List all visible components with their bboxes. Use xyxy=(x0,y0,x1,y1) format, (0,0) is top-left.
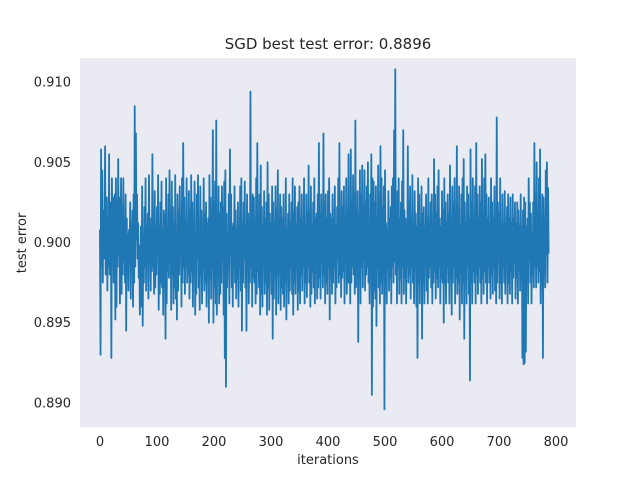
series-line xyxy=(99,68,550,411)
y-axis-label: test error xyxy=(15,212,30,273)
x-tick-label: 400 xyxy=(316,435,341,450)
y-tick-label: 0.905 xyxy=(34,156,71,171)
y-tick-label: 0.910 xyxy=(34,76,71,91)
x-tick-label: 600 xyxy=(430,435,455,450)
x-axis-label: iterations xyxy=(297,453,359,468)
series-layer xyxy=(99,68,550,411)
x-tick-label: 500 xyxy=(373,435,398,450)
x-tick-label: 300 xyxy=(259,435,284,450)
chart-title: SGD best test error: 0.8896 xyxy=(225,35,432,53)
x-tick-label: 0 xyxy=(96,435,104,450)
y-tick-label: 0.890 xyxy=(34,396,71,411)
y-tick-label: 0.900 xyxy=(34,236,71,251)
x-axis-ticks: 0 100 200 300 400 500 600 700 800 xyxy=(96,435,569,450)
x-tick-label: 100 xyxy=(145,435,170,450)
x-tick-label: 700 xyxy=(487,435,512,450)
y-axis-ticks: 0.890 0.895 0.900 0.905 0.910 xyxy=(34,76,71,412)
x-tick-label: 200 xyxy=(202,435,227,450)
y-tick-label: 0.895 xyxy=(34,316,71,331)
x-tick-label: 800 xyxy=(544,435,569,450)
